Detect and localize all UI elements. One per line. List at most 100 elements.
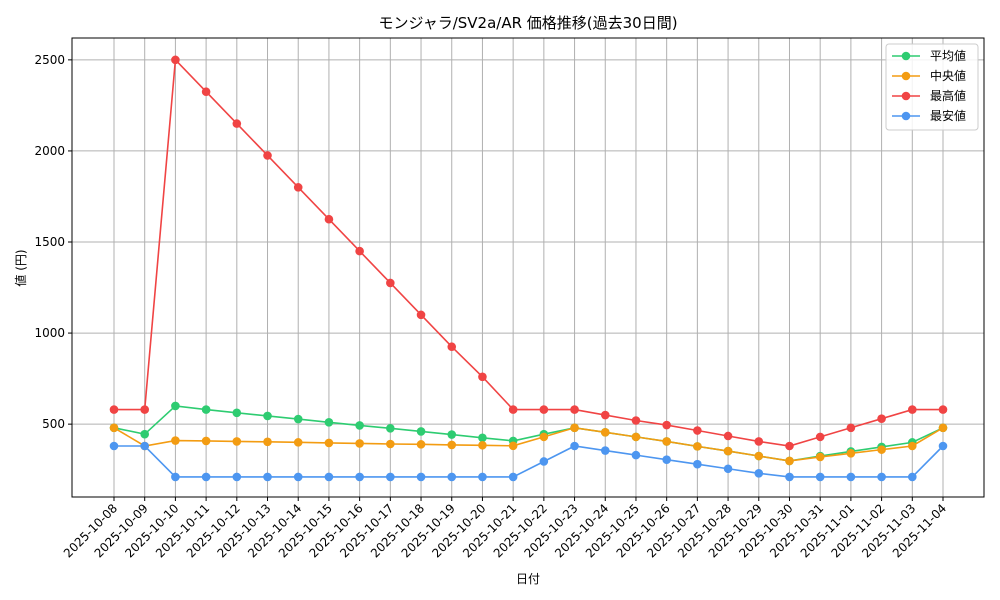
legend-box [885,43,979,131]
data-point [171,436,180,445]
data-point [355,421,364,430]
data-point [754,451,764,461]
data-point [447,430,457,439]
plot-frame [71,37,985,498]
data-point [846,448,856,458]
data-point [877,445,886,454]
data-point [263,472,272,482]
data-point [478,472,487,482]
data-point [324,214,334,224]
data-point [907,472,917,482]
data-point [600,446,610,455]
data-point [232,408,242,418]
data-point [232,119,242,128]
data-point [631,432,641,442]
data-point [723,464,733,474]
data-point [478,440,487,450]
y-tick-label: 2000 [34,144,65,158]
data-point [570,405,579,414]
data-point [693,442,702,451]
y-tick-label: 1500 [34,235,65,249]
data-point [140,405,150,414]
data-point [140,441,150,451]
data-point [907,441,917,451]
data-point [693,459,702,469]
data-point [877,472,886,482]
data-point [539,405,549,414]
data-point [754,437,764,446]
data-point [693,426,702,435]
series-3 [109,441,948,482]
data-point [324,418,334,427]
data-point [662,437,671,446]
data-point [293,414,303,424]
y-axis-label: 値 (円) [13,249,28,286]
data-point [785,441,794,451]
data-point [386,439,395,449]
data-point [293,438,303,447]
data-point [386,278,395,288]
series-2 [109,55,948,451]
data-point [478,372,487,382]
data-point [754,469,764,478]
data-point [324,472,334,482]
data-point [508,472,518,482]
data-point [631,450,641,460]
data-point [539,432,549,442]
data-point [416,310,426,320]
data-point [109,423,119,433]
data-point [263,437,272,447]
data-point [201,472,211,482]
data-point [570,423,579,433]
data-point [447,472,457,482]
data-point [386,424,395,433]
data-point [570,441,579,451]
y-tick-label: 1000 [34,326,65,340]
legend-entry: 最高値 [892,88,966,103]
legend-marker [901,111,911,121]
data-point [232,437,242,446]
legend-entry: 平均値 [892,48,966,63]
data-point [386,472,395,482]
data-point [600,428,610,437]
data-point [662,420,671,430]
data-point [263,411,272,421]
data-point [171,55,180,65]
legend-entry: 最安値 [892,108,966,123]
data-point [171,472,180,482]
data-point [201,87,211,97]
chart-title: モンジャラ/SV2a/AR 価格推移(過去30日間) [378,14,677,32]
data-point [109,405,119,414]
series-layer [109,55,948,482]
x-axis: 2025-10-082025-10-092025-10-102025-10-11… [61,497,949,560]
data-point [416,427,426,436]
data-point [815,452,825,462]
x-axis-label: 日付 [516,572,540,586]
legend-label: 中央値 [930,68,966,83]
legend-label: 最高値 [930,88,966,103]
legend-marker [901,91,911,101]
data-point [263,151,272,160]
data-point [293,472,303,482]
data-point [938,423,948,433]
data-point [662,455,671,464]
data-point [815,472,825,482]
data-point [355,439,364,448]
data-point [201,436,211,446]
data-point [815,432,825,442]
legend-marker [901,71,911,81]
series-line [114,58,943,447]
data-point [140,429,150,439]
data-point [109,441,119,451]
data-point [293,183,303,192]
series-1 [109,423,948,466]
data-point [539,457,549,466]
legend-entry: 中央値 [892,68,966,83]
y-tick-label: 500 [42,417,65,431]
data-point [600,410,610,420]
data-point [938,441,948,451]
legend-marker [901,51,911,61]
